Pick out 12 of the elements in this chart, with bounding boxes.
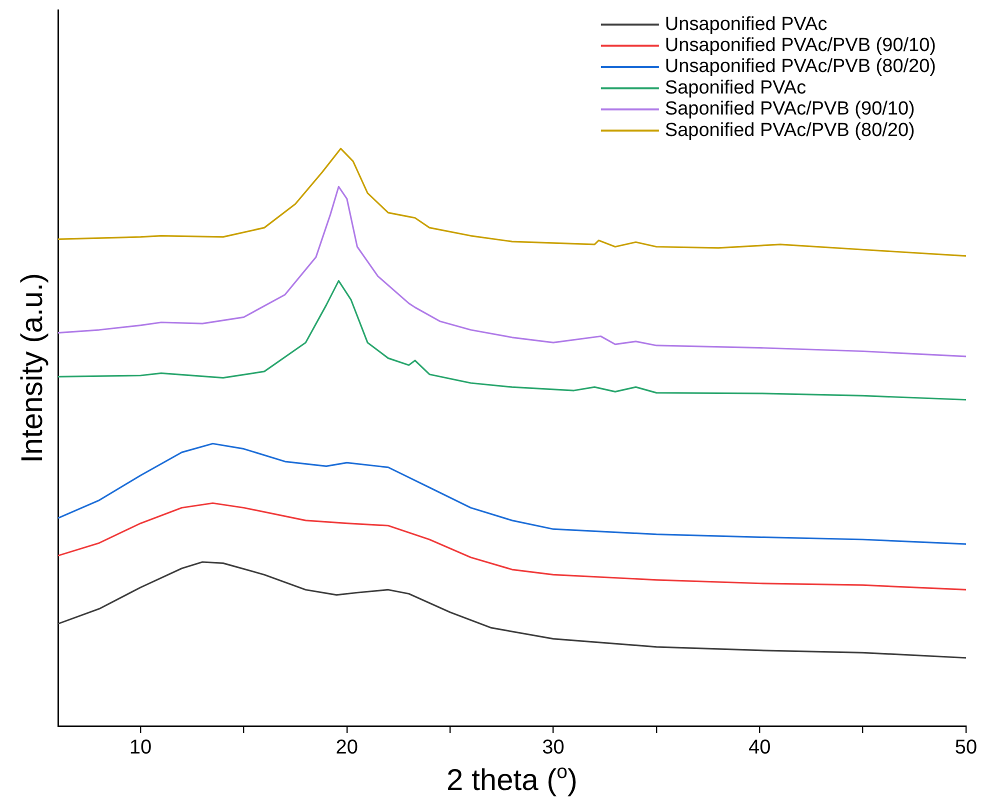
legend-label: Saponified PVAc/PVB (90/10) <box>664 98 915 120</box>
x-tick-label: 10 <box>129 736 152 759</box>
legend-label: Unsaponified PVAc <box>664 14 828 35</box>
x-tick-label: 50 <box>954 736 978 759</box>
legend-label: Unsaponified PVAc/PVB (80/20) <box>664 56 936 78</box>
y-axis-title: Intensity (a.u.) <box>16 272 49 464</box>
legend-label: Saponified PVAc/PVB (80/20) <box>664 120 915 141</box>
legend-label: Unsaponified PVAc/PVB (90/10) <box>664 35 936 56</box>
x-tick-label: 30 <box>542 736 564 759</box>
x-tick-label: 40 <box>748 736 771 759</box>
legend-label: Saponified PVAc <box>664 77 806 98</box>
x-tick-label: 20 <box>336 736 358 759</box>
